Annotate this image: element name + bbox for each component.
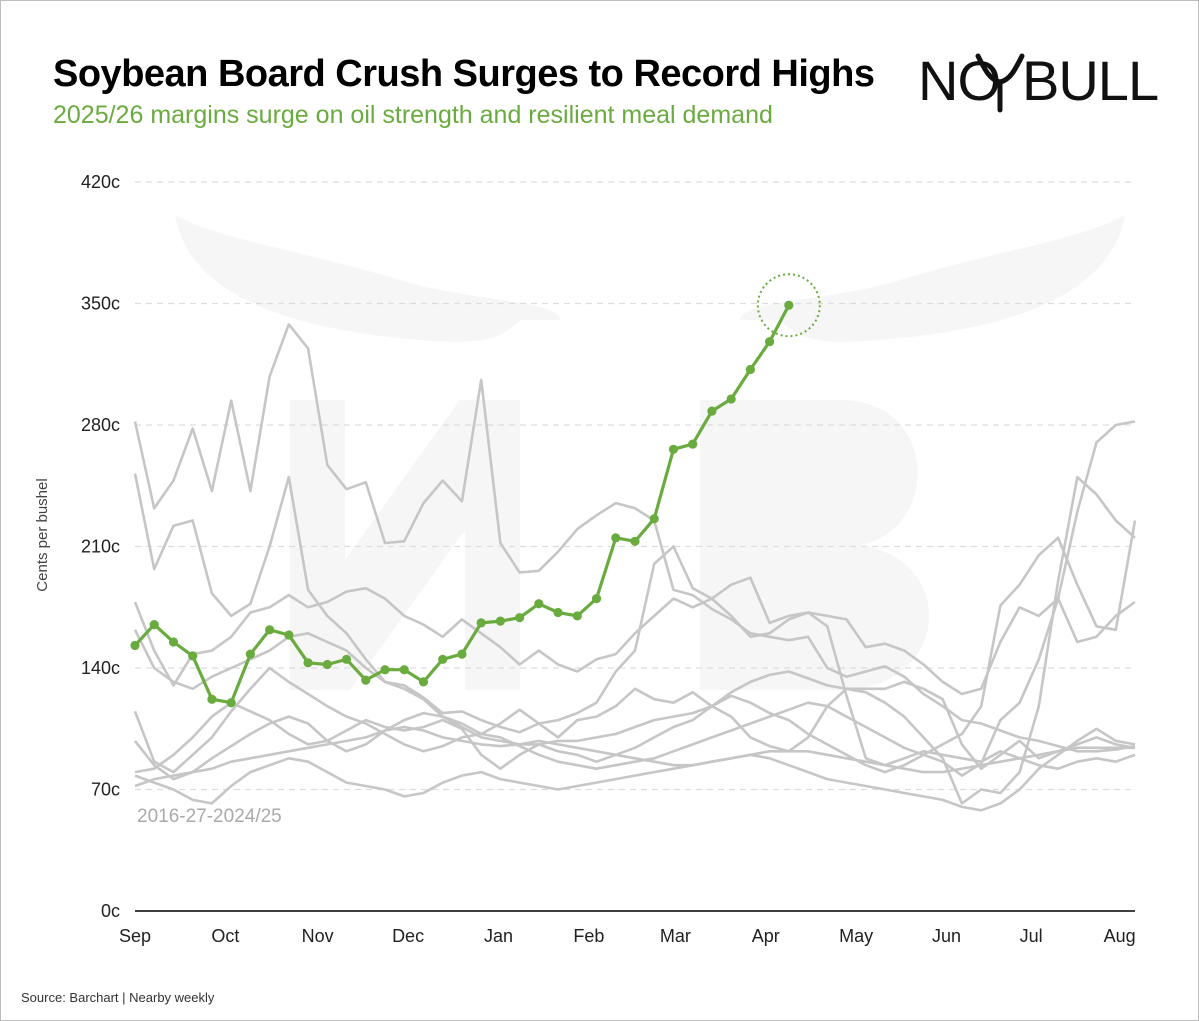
highlight-point: [572, 611, 582, 621]
x-tick-label: Dec: [392, 926, 424, 946]
x-tick-label: Nov: [302, 926, 334, 946]
highlight-series-group: [130, 273, 821, 708]
highlight-point: [380, 665, 390, 675]
highlight-point: [341, 654, 352, 664]
x-tick-label: Aug: [1104, 926, 1136, 946]
highlight-point: [668, 444, 679, 454]
highlight-point: [591, 593, 602, 604]
highlight-point: [495, 616, 505, 626]
x-tick-labels: Sep Oct Nov Dec Jan Feb Mar Apr May Jun Jul Aug: [119, 926, 1136, 946]
highlight-point: [726, 394, 736, 404]
latest-value-ring: [756, 273, 821, 338]
highlight-point: [688, 439, 698, 449]
highlight-point: [226, 698, 236, 708]
highlight-point: [784, 300, 794, 310]
highlight-point: [399, 665, 409, 675]
highlight-point: [534, 599, 544, 609]
highlight-point: [707, 406, 717, 416]
x-tick-label: Jan: [484, 926, 513, 946]
logo-text-left: NO: [918, 49, 1000, 112]
logo-text-right: BULL: [1022, 49, 1158, 112]
highlight-point: [188, 651, 198, 661]
y-tick-label: 210c: [81, 537, 120, 557]
no-bull-logo: NO BULL: [918, 49, 1159, 113]
highlight-point: [611, 533, 621, 543]
highlight-point: [265, 625, 275, 635]
highlight-point: [303, 658, 313, 668]
highlight-point: [476, 618, 486, 628]
highlight-point: [168, 637, 179, 647]
y-tick-label: 280c: [81, 415, 120, 435]
highlight-point: [322, 659, 332, 670]
history-series-line: [134, 727, 1136, 812]
source-note: Source: Barchart | Nearby weekly: [21, 990, 215, 1005]
highlight-point: [149, 620, 159, 630]
history-series-line: [134, 725, 1135, 788]
y-tick-label: 350c: [81, 294, 120, 314]
highlight-point: [457, 649, 467, 659]
logo-horns-icon: [975, 53, 1025, 113]
x-tick-label: Apr: [752, 926, 780, 946]
highlight-point: [649, 514, 659, 524]
chart-title: Soybean Board Crush Surges to Record Hig…: [53, 53, 875, 95]
chart-subtitle: 2025/26 margins surge on oil strength an…: [53, 101, 773, 129]
y-tick-label: 420c: [81, 172, 120, 192]
y-tick-labels: 0c 70c 140c 210c 280c 350c 420c: [81, 172, 120, 921]
highlight-point: [630, 536, 640, 546]
highlight-point: [553, 607, 563, 618]
bull-watermark: [175, 215, 1125, 690]
x-tick-label: Jun: [932, 926, 961, 946]
history-series-line: [133, 475, 1136, 805]
highlight-point: [130, 640, 140, 651]
x-tick-label: Sep: [119, 926, 151, 946]
highlight-point: [765, 337, 775, 347]
highlight-point: [418, 677, 429, 687]
y-tick-label: 70c: [91, 780, 120, 800]
highlight-point: [438, 654, 448, 664]
x-tick-label: Oct: [211, 926, 239, 946]
history-series-line: [133, 473, 1136, 771]
x-tick-label: May: [839, 926, 873, 946]
history-series-line: [133, 520, 1137, 781]
history-series-line: [133, 586, 1136, 696]
x-tick-label: Mar: [660, 926, 691, 946]
y-axis-label: Cents per bushel: [34, 478, 51, 591]
highlight-point: [515, 613, 525, 623]
history-series-line: [134, 670, 1136, 774]
history-range-annotation: 2016-27-2024/25: [137, 806, 282, 827]
x-tick-label: Jul: [1020, 926, 1043, 946]
x-tick-label: Feb: [573, 926, 604, 946]
highlight-point: [361, 675, 371, 685]
highlight-point: [745, 364, 755, 375]
highlight-point: [284, 630, 294, 640]
history-series-line: [133, 420, 1136, 777]
history-series-group: [133, 322, 1137, 812]
highlight-point: [245, 649, 255, 659]
y-tick-label: 0c: [101, 901, 120, 921]
history-series-line: [133, 322, 1136, 753]
highlight-point: [207, 694, 217, 704]
y-tick-label: 140c: [81, 658, 120, 678]
